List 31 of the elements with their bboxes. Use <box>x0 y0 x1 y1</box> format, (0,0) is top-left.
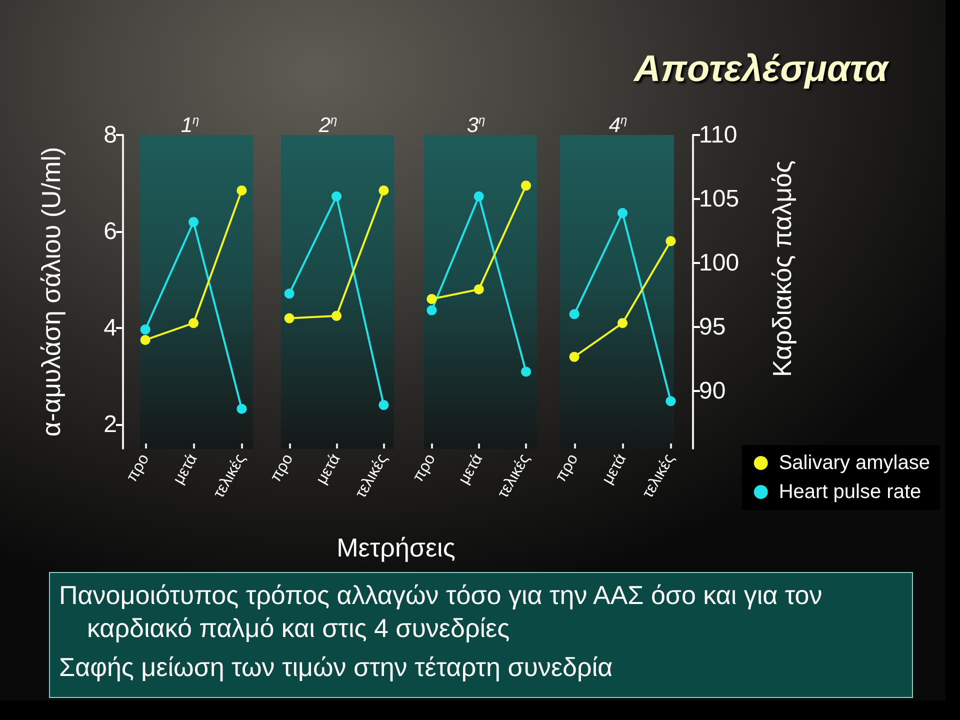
y2-axis-title: Καρδιακός παλμός <box>767 160 797 378</box>
y2-tick-label: 105 <box>699 185 740 212</box>
point <box>618 208 628 218</box>
y2-tick-label: 95 <box>699 313 726 340</box>
y2-tick-label: 100 <box>699 249 740 276</box>
x-tick-label: προ <box>552 451 582 485</box>
x-tick-label: προ <box>267 451 297 485</box>
y-axis-title: α-αμυλάση σάλιου (U/ml) <box>36 146 66 437</box>
y2-tick-label: 90 <box>699 377 726 404</box>
text: Αποτελέσματα <box>634 48 888 90</box>
y2-tick-label: 110 <box>699 122 738 148</box>
legend-label: Heart pulse rate <box>778 481 922 503</box>
y-tick-label: 8 <box>104 122 117 148</box>
point <box>569 309 580 320</box>
text: Σαφής μείωση των τιμών στην τέταρτη συνεδρία <box>59 651 614 684</box>
y-tick-label: 6 <box>104 218 117 245</box>
point <box>188 318 198 328</box>
point <box>140 334 150 345</box>
chart-title: 1$^{η}$ <box>180 112 200 138</box>
chart-title: 4$^{η}$ <box>608 112 628 138</box>
point <box>236 185 247 196</box>
chart-title: 2$^{η}$ <box>318 112 338 138</box>
chart-title: 3$^{η}$ <box>466 112 486 138</box>
point <box>666 396 676 406</box>
x-tick-label: προ <box>123 451 153 485</box>
text: Πανομοιότυπος τρόπος αλλαγών τόσο για την ΑΑΣ όσο και για τον καρδιακό παλμό και στις 4 συνεδρίες <box>59 579 824 645</box>
x-axis-title: Μετρήσεις <box>336 532 456 564</box>
y-tick-label: 2 <box>104 410 117 438</box>
x-tick-label: προ <box>410 451 440 485</box>
y-tick-label: 4 <box>104 314 117 342</box>
legend-label: Salivary amylase <box>778 452 930 474</box>
